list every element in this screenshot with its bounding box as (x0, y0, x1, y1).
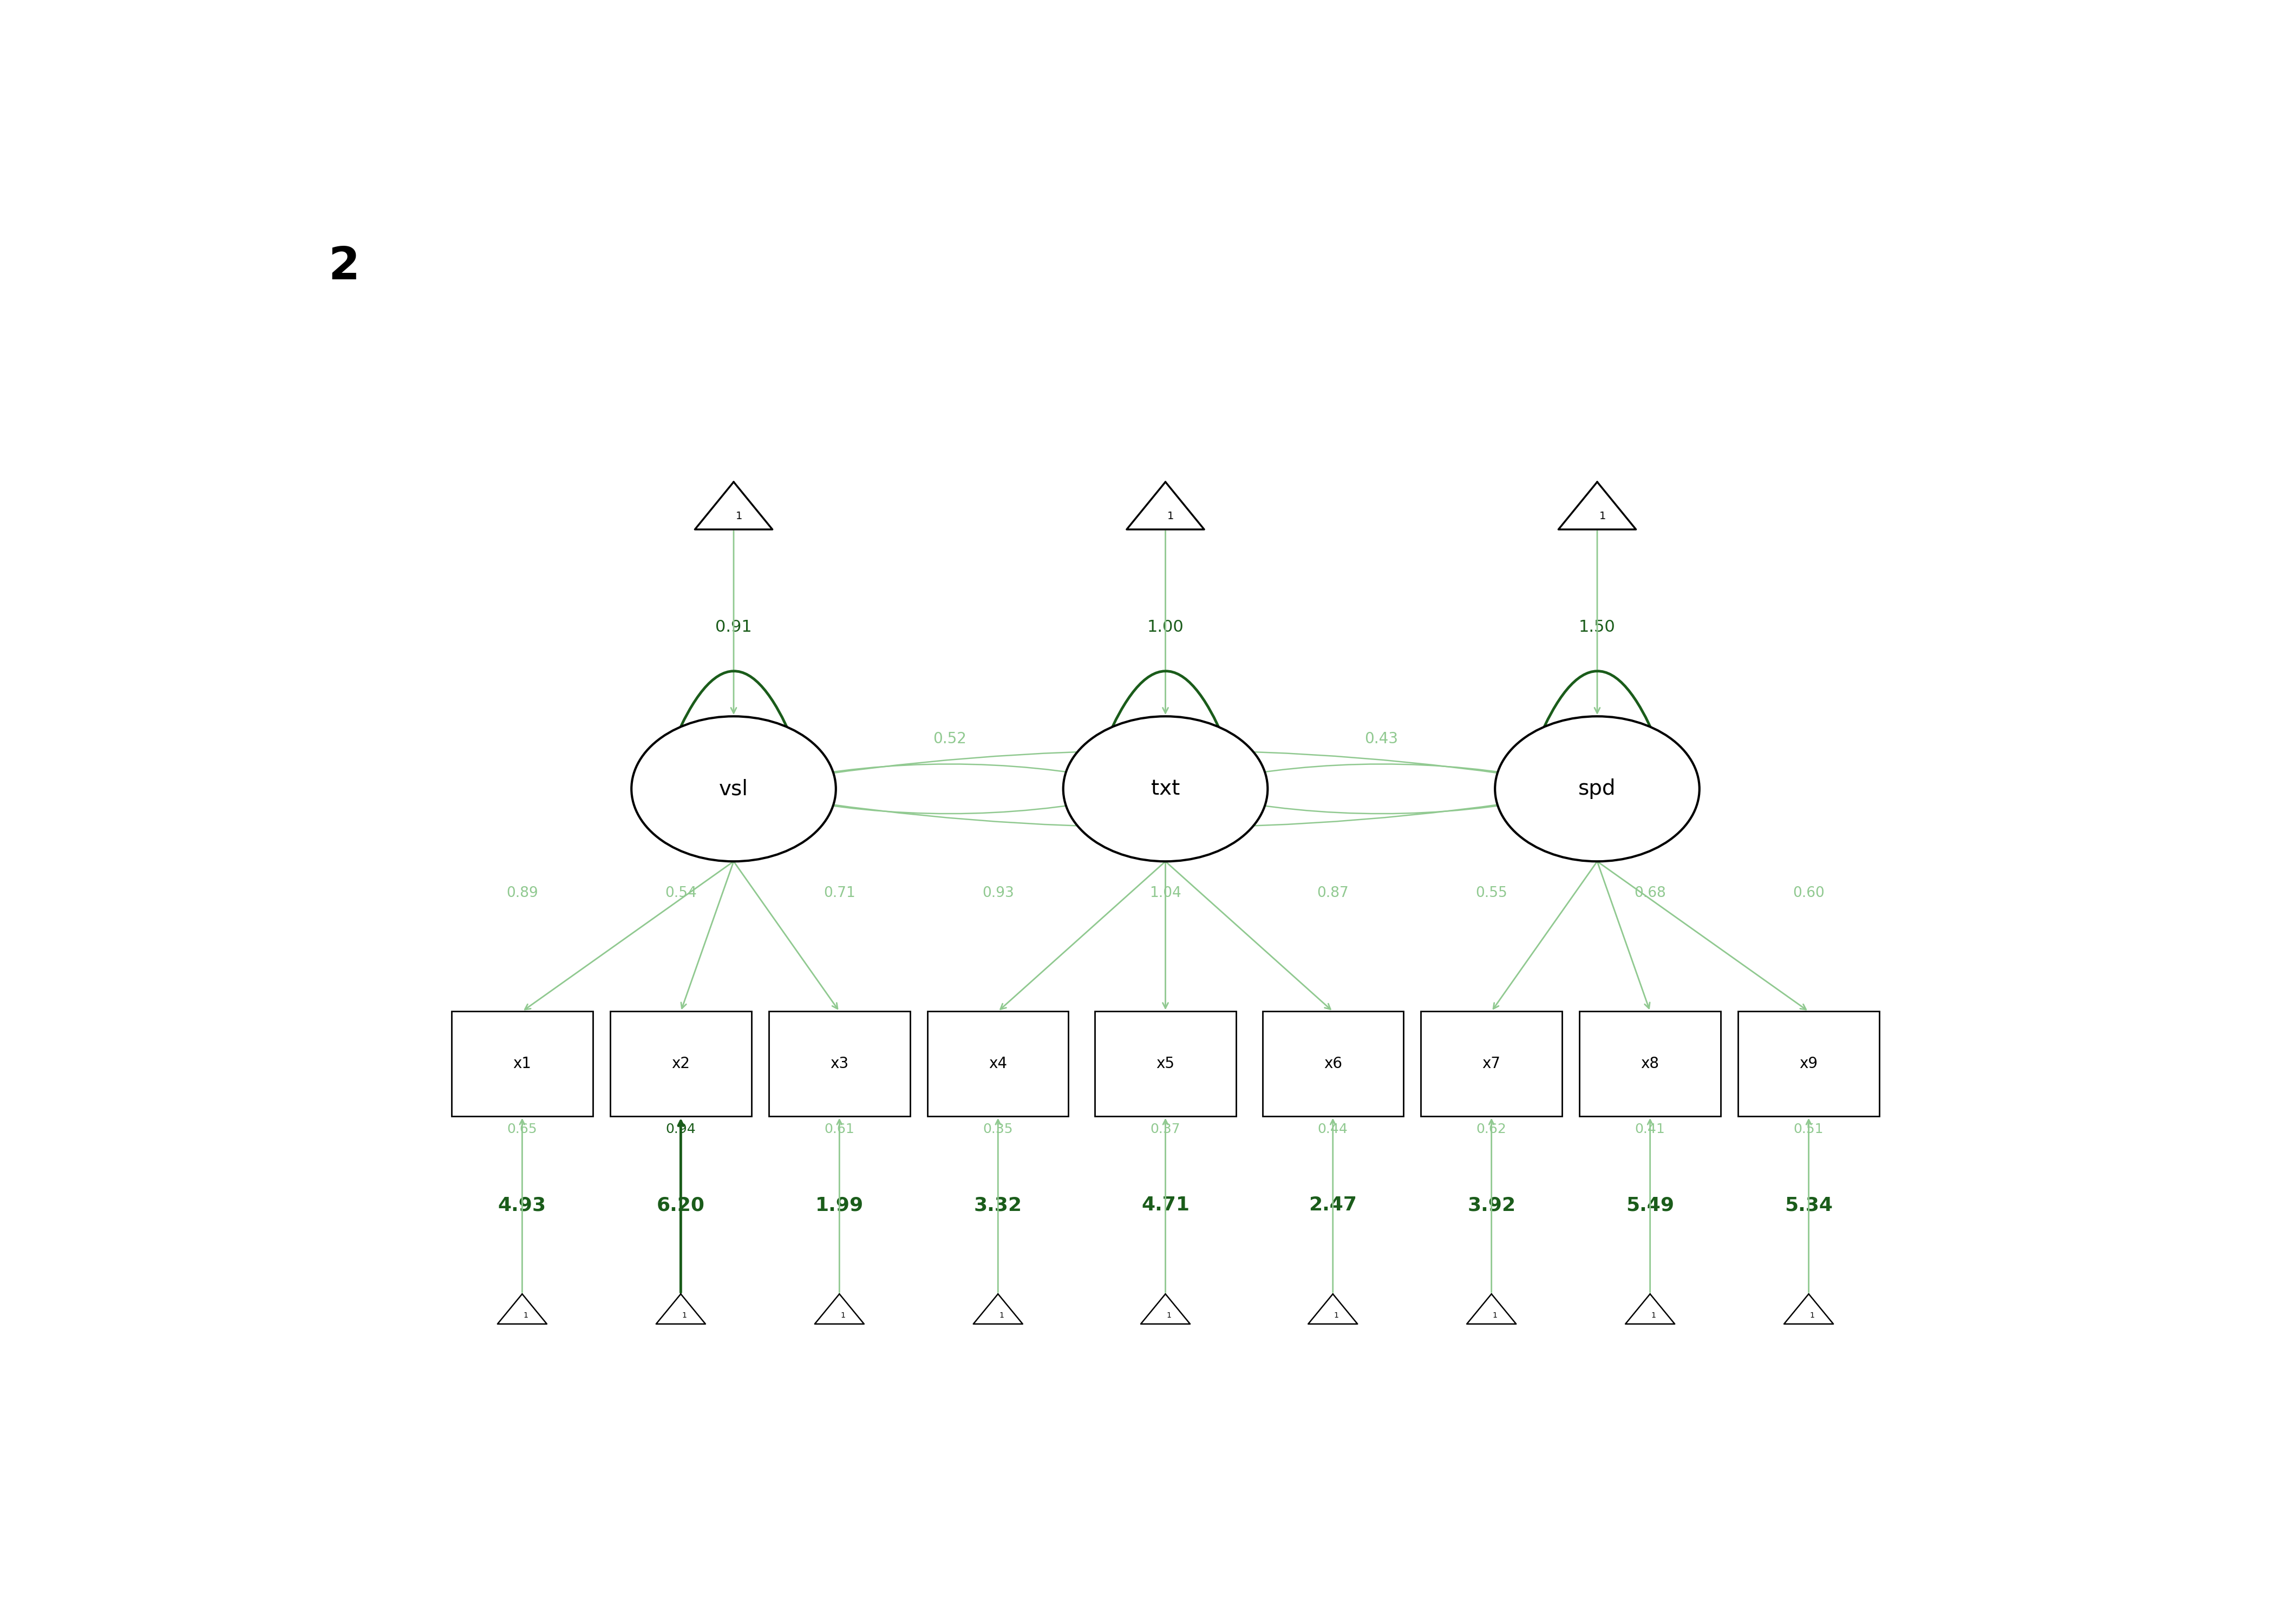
Bar (769, 1012, 910, 1116)
Text: 1.50: 1.50 (1578, 619, 1615, 635)
Text: x9: x9 (1799, 1056, 1817, 1072)
Circle shape (1064, 716, 1267, 861)
Text: 0.91: 0.91 (716, 619, 753, 635)
Text: 1: 1 (1810, 1312, 1815, 1319)
Text: 0.61: 0.61 (823, 1122, 855, 1135)
Text: 1: 1 (1167, 1312, 1171, 1319)
Text: vsl: vsl (719, 778, 748, 799)
Text: 3.32: 3.32 (973, 1195, 1021, 1215)
Bar (1737, 1012, 1878, 1116)
Bar (928, 1012, 1069, 1116)
Text: spd: spd (1578, 778, 1617, 799)
Text: 1: 1 (1651, 1312, 1655, 1319)
Text: 0.51: 0.51 (1794, 1122, 1824, 1135)
Text: 1.00: 1.00 (1146, 619, 1185, 635)
Text: x1: x1 (514, 1056, 532, 1072)
Bar (1421, 1012, 1562, 1116)
Text: 1: 1 (1335, 1312, 1339, 1319)
Text: 0.87: 0.87 (1317, 887, 1348, 900)
Text: 1: 1 (682, 1312, 687, 1319)
Text: 1: 1 (1167, 512, 1173, 521)
Text: x3: x3 (830, 1056, 848, 1072)
Text: 6.20: 6.20 (657, 1195, 705, 1215)
Text: 4.71: 4.71 (1142, 1195, 1189, 1215)
Text: 1: 1 (841, 1312, 846, 1319)
Text: 2: 2 (327, 245, 359, 289)
Text: x2: x2 (671, 1056, 689, 1072)
Bar (609, 1012, 750, 1116)
Text: 0.65: 0.65 (507, 1122, 537, 1135)
Text: 0.44: 0.44 (1317, 1122, 1348, 1135)
Text: x7: x7 (1483, 1056, 1501, 1072)
Text: 0.93: 0.93 (982, 887, 1014, 900)
Text: 1: 1 (735, 512, 741, 521)
Text: 0.89: 0.89 (507, 887, 539, 900)
Text: 0.68: 0.68 (1635, 887, 1667, 900)
Circle shape (1494, 716, 1699, 861)
Text: 0.43: 0.43 (1364, 731, 1399, 747)
Bar (1096, 1012, 1237, 1116)
Text: 1: 1 (1492, 1312, 1496, 1319)
Text: txt: txt (1151, 778, 1180, 799)
Bar (453, 1012, 594, 1116)
Text: x6: x6 (1323, 1056, 1342, 1072)
Text: 0.71: 0.71 (823, 887, 855, 900)
Text: 4.93: 4.93 (498, 1195, 546, 1215)
Text: 0.64: 0.64 (1148, 731, 1182, 747)
Text: 1: 1 (1599, 512, 1605, 521)
Text: 5.49: 5.49 (1626, 1195, 1674, 1215)
Text: 2.47: 2.47 (1310, 1195, 1358, 1215)
Bar (1580, 1012, 1721, 1116)
Bar (1262, 1012, 1403, 1116)
Text: 1: 1 (523, 1312, 528, 1319)
Text: 0.94: 0.94 (666, 1122, 696, 1135)
Text: 0.52: 0.52 (932, 731, 966, 747)
Text: 0.62: 0.62 (1476, 1122, 1508, 1135)
Text: 0.54: 0.54 (664, 887, 696, 900)
Text: 0.35: 0.35 (982, 1122, 1012, 1135)
Text: 0.60: 0.60 (1792, 887, 1824, 900)
Text: 0.41: 0.41 (1635, 1122, 1665, 1135)
Text: x5: x5 (1155, 1056, 1176, 1072)
Text: 1: 1 (998, 1312, 1003, 1319)
Text: 3.92: 3.92 (1467, 1195, 1514, 1215)
Text: 1.04: 1.04 (1151, 887, 1180, 900)
Text: 0.55: 0.55 (1476, 887, 1508, 900)
Text: 0.37: 0.37 (1151, 1122, 1180, 1135)
Text: 5.34: 5.34 (1785, 1195, 1833, 1215)
Circle shape (632, 716, 837, 861)
Text: x8: x8 (1642, 1056, 1660, 1072)
Text: x4: x4 (989, 1056, 1007, 1072)
Text: 1.99: 1.99 (814, 1195, 864, 1215)
